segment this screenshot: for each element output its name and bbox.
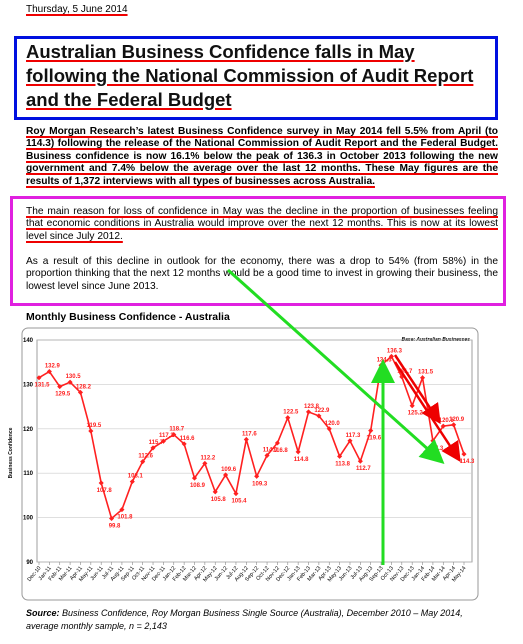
data-label: 114.3 <box>460 459 475 465</box>
data-label: 109.3 <box>252 481 268 487</box>
data-label: 112.7 <box>356 466 371 472</box>
y-tick-label: 130 <box>23 382 34 388</box>
data-label: 108.9 <box>190 483 206 489</box>
data-label: 129.5 <box>55 392 71 398</box>
data-label: 114.8 <box>294 457 309 463</box>
data-label: 112.6 <box>138 454 153 460</box>
data-label: 119.5 <box>86 423 101 429</box>
data-label: 118.7 <box>169 427 184 433</box>
data-label: 120.0 <box>325 421 341 427</box>
y-tick-label: 110 <box>23 471 33 477</box>
data-label: 131.5 <box>34 383 50 389</box>
data-label: 117.3 <box>429 446 444 452</box>
data-label: 136.3 <box>387 348 403 354</box>
data-label: 130.5 <box>66 374 82 380</box>
point <box>191 475 198 481</box>
data-label: 131.7 <box>397 369 413 375</box>
data-label: 132.9 <box>45 364 61 370</box>
y-tick-label: 100 <box>23 516 34 522</box>
highlight-box <box>14 36 498 120</box>
data-label: 109.6 <box>221 467 237 473</box>
data-label: 120.9 <box>449 417 465 423</box>
data-label: 117.6 <box>242 431 257 437</box>
data-label: 119.6 <box>366 436 381 442</box>
headline: Australian Business Confidence falls in … <box>26 41 474 110</box>
chart: Base: Australian Businesses Business Con… <box>8 327 479 601</box>
point <box>254 473 260 479</box>
paragraph: Roy Morgan Research’s latest Business Co… <box>26 126 498 187</box>
data-label: 112.2 <box>201 455 216 461</box>
source-text: Business Confidence, Roy Morgan Business… <box>26 608 463 631</box>
point <box>212 489 218 495</box>
data-label: 115.7 <box>149 440 164 446</box>
data-label: 128.2 <box>76 384 92 390</box>
paragraph: The main reason for loss of confidence i… <box>26 206 498 242</box>
data-label: 105.4 <box>231 499 247 505</box>
data-label: 122.5 <box>283 410 299 416</box>
data-label: 101.8 <box>117 515 133 521</box>
point <box>150 445 156 451</box>
data-label: 105.8 <box>211 497 227 503</box>
chart-title: Monthly Business Confidence - Australia <box>26 311 230 323</box>
point <box>98 480 104 486</box>
data-label: 107.8 <box>97 488 113 494</box>
data-label: 125.2 <box>408 411 424 417</box>
point <box>140 459 146 465</box>
data-label: 134.3 <box>377 357 393 363</box>
data-label: 131.5 <box>418 370 434 376</box>
data-label: 99.8 <box>109 523 121 529</box>
data-label: 116.6 <box>180 436 195 442</box>
data-label: 117.2 <box>159 433 174 439</box>
date: Thursday, 5 June 2014 <box>26 4 128 15</box>
source-label: Source: <box>26 608 60 618</box>
data-label: 108.1 <box>128 474 144 480</box>
point <box>129 479 135 485</box>
data-label: 113.8 <box>335 461 350 467</box>
paragraph: As a result of this decline in outlook f… <box>26 256 498 292</box>
data-label: 122.9 <box>314 408 330 414</box>
y-tick-label: 90 <box>26 560 33 566</box>
data-label: 117.3 <box>346 433 361 439</box>
y-tick-label: 120 <box>23 427 34 433</box>
point <box>46 368 52 375</box>
point <box>223 472 229 478</box>
y-tick-label: 140 <box>23 338 34 344</box>
data-label: 116.8 <box>273 448 288 454</box>
source: Source: Business Confidence, Roy Morgan … <box>26 607 496 633</box>
y-axis-label: Business Confidence <box>8 427 14 478</box>
